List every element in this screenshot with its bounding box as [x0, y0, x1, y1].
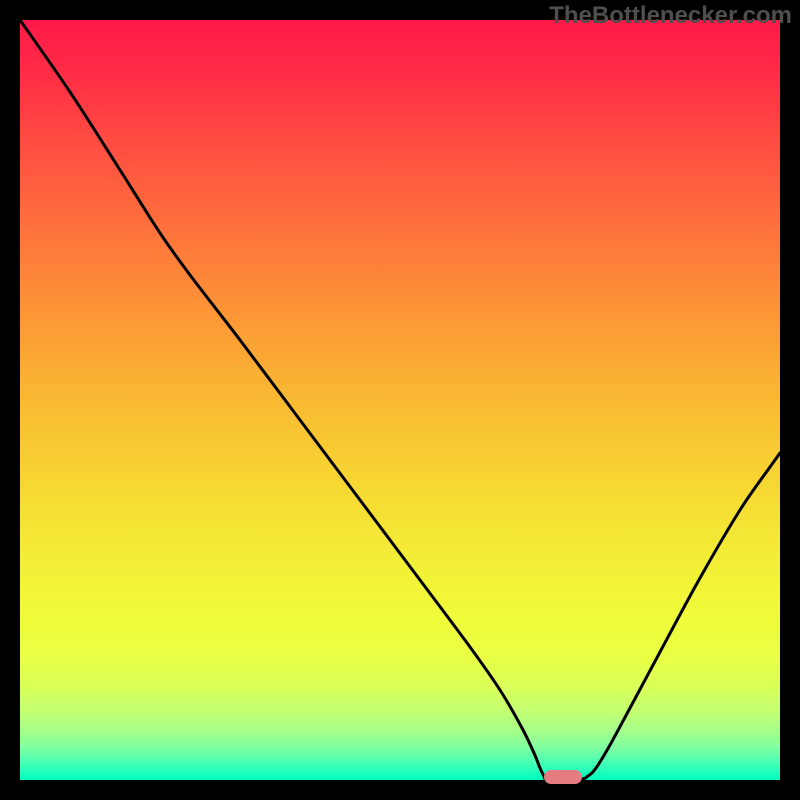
chart-container: TheBottlenecker.com: [0, 0, 800, 800]
bottleneck-curve: [20, 20, 780, 780]
plot-area: [20, 20, 780, 780]
optimal-point-marker: [544, 770, 582, 784]
watermark-label: TheBottlenecker.com: [549, 2, 792, 30]
